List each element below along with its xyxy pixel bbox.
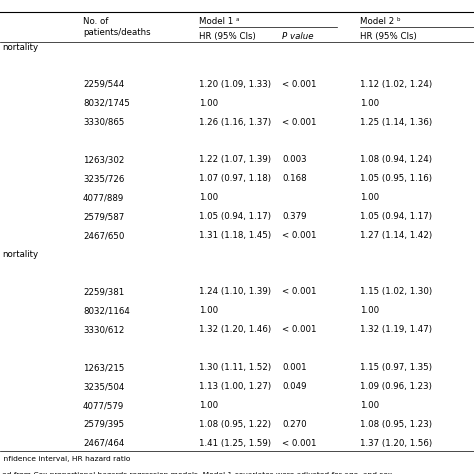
- Text: 1.07 (0.97, 1.18): 1.07 (0.97, 1.18): [199, 174, 271, 183]
- Text: 1.00: 1.00: [360, 99, 379, 108]
- Text: 1.15 (0.97, 1.35): 1.15 (0.97, 1.35): [360, 363, 432, 372]
- Text: 0.003: 0.003: [282, 155, 307, 164]
- Text: 2467/464: 2467/464: [83, 439, 124, 448]
- Text: 1.05 (0.94, 1.17): 1.05 (0.94, 1.17): [360, 212, 432, 221]
- Text: 1.32 (1.19, 1.47): 1.32 (1.19, 1.47): [360, 325, 432, 334]
- Text: 1.25 (1.14, 1.36): 1.25 (1.14, 1.36): [360, 118, 432, 127]
- Text: 3235/726: 3235/726: [83, 174, 124, 183]
- Text: 0.270: 0.270: [282, 420, 307, 429]
- Text: nfidence interval, HR hazard ratio: nfidence interval, HR hazard ratio: [2, 456, 131, 462]
- Text: No. of
patients/deaths: No. of patients/deaths: [83, 17, 151, 36]
- Text: 4077/579: 4077/579: [83, 401, 124, 410]
- Text: Model 2 ᵇ: Model 2 ᵇ: [360, 17, 401, 26]
- Text: < 0.001: < 0.001: [282, 439, 317, 448]
- Text: 1.37 (1.20, 1.56): 1.37 (1.20, 1.56): [360, 439, 432, 448]
- Text: 1263/302: 1263/302: [83, 155, 124, 164]
- Text: 0.049: 0.049: [282, 382, 307, 391]
- Text: 8032/1745: 8032/1745: [83, 99, 130, 108]
- Text: 1.12 (1.02, 1.24): 1.12 (1.02, 1.24): [360, 80, 432, 89]
- Text: 1.05 (0.95, 1.16): 1.05 (0.95, 1.16): [360, 174, 432, 183]
- Text: 0.168: 0.168: [282, 174, 307, 183]
- Text: < 0.001: < 0.001: [282, 325, 317, 334]
- Text: < 0.001: < 0.001: [282, 287, 317, 296]
- Text: Model 1 ᵃ: Model 1 ᵃ: [199, 17, 239, 26]
- Text: 1.00: 1.00: [199, 193, 218, 202]
- Text: 1.00: 1.00: [199, 306, 218, 315]
- Text: 1.22 (1.07, 1.39): 1.22 (1.07, 1.39): [199, 155, 271, 164]
- Text: 4077/889: 4077/889: [83, 193, 124, 202]
- Text: 1.31 (1.18, 1.45): 1.31 (1.18, 1.45): [199, 231, 271, 240]
- Text: 1.00: 1.00: [360, 306, 379, 315]
- Text: 1.15 (1.02, 1.30): 1.15 (1.02, 1.30): [360, 287, 432, 296]
- Text: 1.00: 1.00: [360, 193, 379, 202]
- Text: ed from Cox proportional hazards regression models. Model 1 covariates were adju: ed from Cox proportional hazards regress…: [2, 472, 392, 474]
- Text: 1.27 (1.14, 1.42): 1.27 (1.14, 1.42): [360, 231, 432, 240]
- Text: < 0.001: < 0.001: [282, 231, 317, 240]
- Text: HR (95% CIs): HR (95% CIs): [360, 32, 417, 41]
- Text: 1263/215: 1263/215: [83, 363, 124, 372]
- Text: 1.30 (1.11, 1.52): 1.30 (1.11, 1.52): [199, 363, 271, 372]
- Text: nortality: nortality: [2, 43, 38, 52]
- Text: < 0.001: < 0.001: [282, 80, 317, 89]
- Text: < 0.001: < 0.001: [282, 118, 317, 127]
- Text: 1.08 (0.94, 1.24): 1.08 (0.94, 1.24): [360, 155, 432, 164]
- Text: 1.41 (1.25, 1.59): 1.41 (1.25, 1.59): [199, 439, 271, 448]
- Text: 1.00: 1.00: [199, 401, 218, 410]
- Text: 1.08 (0.95, 1.22): 1.08 (0.95, 1.22): [199, 420, 271, 429]
- Text: 1.05 (0.94, 1.17): 1.05 (0.94, 1.17): [199, 212, 271, 221]
- Text: 1.00: 1.00: [360, 401, 379, 410]
- Text: 0.001: 0.001: [282, 363, 307, 372]
- Text: 1.20 (1.09, 1.33): 1.20 (1.09, 1.33): [199, 80, 271, 89]
- Text: 1.24 (1.10, 1.39): 1.24 (1.10, 1.39): [199, 287, 271, 296]
- Text: 2467/650: 2467/650: [83, 231, 124, 240]
- Text: 2259/544: 2259/544: [83, 80, 124, 89]
- Text: nortality: nortality: [2, 250, 38, 259]
- Text: 2579/395: 2579/395: [83, 420, 124, 429]
- Text: P value: P value: [282, 32, 313, 41]
- Text: 1.00: 1.00: [199, 99, 218, 108]
- Text: 3330/612: 3330/612: [83, 325, 124, 334]
- Text: 1.09 (0.96, 1.23): 1.09 (0.96, 1.23): [360, 382, 432, 391]
- Text: 3235/504: 3235/504: [83, 382, 124, 391]
- Text: HR (95% CIs): HR (95% CIs): [199, 32, 256, 41]
- Text: 1.32 (1.20, 1.46): 1.32 (1.20, 1.46): [199, 325, 271, 334]
- Text: 1.08 (0.95, 1.23): 1.08 (0.95, 1.23): [360, 420, 432, 429]
- Text: 8032/1164: 8032/1164: [83, 306, 130, 315]
- Text: 3330/865: 3330/865: [83, 118, 124, 127]
- Text: 1.26 (1.16, 1.37): 1.26 (1.16, 1.37): [199, 118, 271, 127]
- Text: 2259/381: 2259/381: [83, 287, 124, 296]
- Text: 0.379: 0.379: [282, 212, 307, 221]
- Text: 1.13 (1.00, 1.27): 1.13 (1.00, 1.27): [199, 382, 271, 391]
- Text: 2579/587: 2579/587: [83, 212, 124, 221]
